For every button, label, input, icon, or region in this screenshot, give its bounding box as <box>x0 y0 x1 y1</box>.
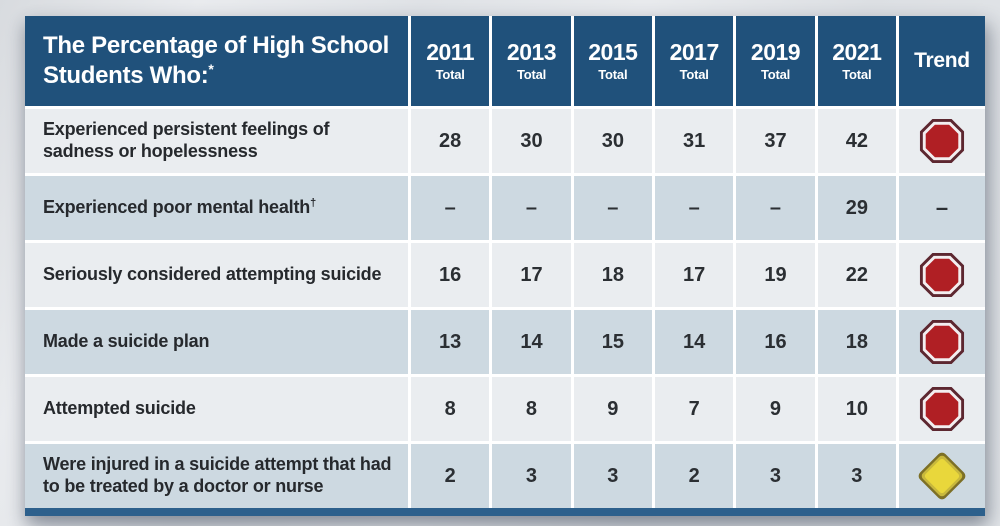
trend-indicator: – <box>899 444 985 508</box>
table-cell: 17 <box>492 243 571 307</box>
table-cell: 29 <box>817 176 896 240</box>
row-label-text: Were injured in a suicide attempt that h… <box>43 454 392 496</box>
trend-header-label: Trend <box>914 49 970 72</box>
table-cell: 2 <box>655 444 734 508</box>
table-cell: 8 <box>492 377 571 441</box>
year-sublabel: Total <box>598 66 628 82</box>
table-cell: 30 <box>492 109 571 173</box>
year-sublabel: Total <box>842 66 872 82</box>
table-cell: – <box>736 176 815 240</box>
table-cell: 28 <box>411 109 490 173</box>
column-header-2021: 2021 Total <box>817 16 896 106</box>
row-label-injured-in-attempt: Were injured in a suicide attempt that h… <box>25 444 408 508</box>
row-label-sadness-hopelessness: Experienced persistent feelings of sadne… <box>25 109 408 173</box>
table-cell: 7 <box>655 377 734 441</box>
table-cell: 10 <box>817 377 896 441</box>
table-cell: 22 <box>817 243 896 307</box>
table-cell: 16 <box>736 310 815 374</box>
table-grid: The Percentage of High School Students W… <box>25 16 985 508</box>
table-cell: – <box>492 176 571 240</box>
table-cell: – <box>655 176 734 240</box>
row-label-suicide-plan: Made a suicide plan <box>25 310 408 374</box>
row-label-footnote: † <box>310 197 316 210</box>
table-cell: 2 <box>411 444 490 508</box>
table-cell: 9 <box>573 377 652 441</box>
stop-sign-icon <box>919 319 965 365</box>
year-label: 2017 <box>669 38 720 65</box>
column-header-2017: 2017 Total <box>655 16 734 106</box>
stop-sign-icon <box>919 118 965 164</box>
table-bottom-accent-bar <box>25 508 985 516</box>
table-cell: 15 <box>573 310 652 374</box>
table-cell: 19 <box>736 243 815 307</box>
table-cell: 3 <box>736 444 815 508</box>
table-cell: – <box>573 176 652 240</box>
statistics-table: The Percentage of High School Students W… <box>25 16 985 516</box>
row-label-text: Experienced persistent feelings of sadne… <box>43 119 330 161</box>
table-cell: 13 <box>411 310 490 374</box>
table-cell: 14 <box>655 310 734 374</box>
year-sublabel: Total <box>516 66 547 82</box>
table-cell: 18 <box>817 310 896 374</box>
column-header-2015: 2015 Total <box>573 16 652 106</box>
column-header-2013: 2013 Total <box>492 16 571 106</box>
table-cell: – <box>411 176 490 240</box>
table-cell: 16 <box>411 243 490 307</box>
row-label-text: Experienced poor mental health <box>43 197 311 218</box>
table-cell: 30 <box>573 109 652 173</box>
year-label: 2021 <box>832 38 882 65</box>
caution-diamond-icon <box>916 450 968 502</box>
no-trend-dash: – <box>935 195 949 220</box>
row-label-considered-suicide: Seriously considered attempting suicide <box>25 243 408 307</box>
table-cell: 17 <box>655 243 734 307</box>
column-header-2019: 2019 Total <box>736 16 815 106</box>
trend-indicator: – <box>899 243 985 307</box>
table-title: The Percentage of High School Students W… <box>25 16 408 106</box>
row-label-text: Seriously considered attempting suicide <box>43 264 382 285</box>
trend-indicator: – <box>899 310 985 374</box>
year-label: 2019 <box>750 38 801 65</box>
table-cell: 3 <box>492 444 571 508</box>
year-sublabel: Total <box>760 66 791 82</box>
trend-indicator: – <box>899 377 985 441</box>
table-cell: 3 <box>817 444 896 508</box>
row-label-text: Made a suicide plan <box>43 331 210 352</box>
row-label-attempted-suicide: Attempted suicide <box>25 377 408 441</box>
year-label: 2013 <box>506 38 557 65</box>
trend-indicator: – <box>899 109 985 173</box>
table-cell: 18 <box>573 243 652 307</box>
table-cell: 3 <box>573 444 652 508</box>
table-cell: 31 <box>655 109 734 173</box>
title-footnote-asterisk: * <box>208 61 214 77</box>
table-cell: 42 <box>817 109 896 173</box>
table-cell: 8 <box>411 377 490 441</box>
table-cell: 9 <box>736 377 815 441</box>
table-cell: 14 <box>492 310 571 374</box>
table-cell: 37 <box>736 109 815 173</box>
row-label-poor-mental-health: Experienced poor mental health† <box>25 176 408 240</box>
year-label: 2011 <box>426 38 475 65</box>
year-sublabel: Total <box>679 66 709 82</box>
stop-sign-icon <box>919 386 965 432</box>
column-header-2011: 2011 Total <box>411 16 490 106</box>
table-title-text: The Percentage of High School Students W… <box>43 32 390 89</box>
row-label-text: Attempted suicide <box>43 398 196 419</box>
column-header-trend: Trend <box>899 16 985 106</box>
year-sublabel: Total <box>435 66 465 82</box>
year-label: 2015 <box>588 38 638 65</box>
stop-sign-icon <box>919 252 965 298</box>
trend-indicator: – <box>899 176 985 240</box>
